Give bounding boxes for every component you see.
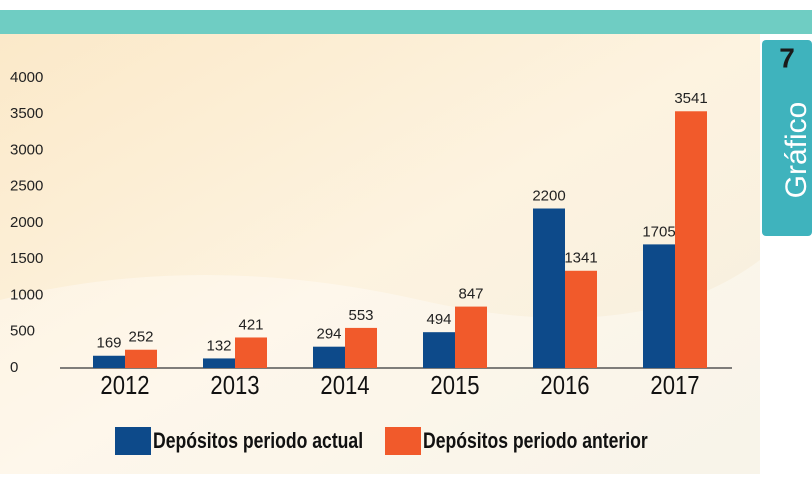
value-label: 252: [128, 329, 153, 346]
x-tick-label: 2015: [430, 371, 479, 400]
value-label: 169: [96, 335, 121, 352]
y-tick-label: 1000: [10, 286, 43, 303]
value-label: 3541: [674, 90, 707, 107]
bar: [93, 356, 125, 368]
value-label: 553: [348, 307, 373, 324]
y-tick-label: 2500: [10, 178, 43, 195]
bar: [313, 347, 345, 368]
x-tick-label: 2012: [100, 371, 149, 400]
bar: [345, 328, 377, 368]
legend-swatch: [115, 427, 151, 455]
y-tick-label: 2000: [10, 214, 43, 231]
y-tick-label: 3000: [10, 141, 43, 158]
y-tick-label: 1500: [10, 250, 43, 267]
y-tick-label: 3500: [10, 105, 43, 122]
bar: [203, 358, 235, 368]
value-label: 1705: [642, 223, 675, 240]
bar: [125, 350, 157, 368]
y-tick-label: 500: [10, 323, 35, 340]
y-tick-label: 4000: [10, 69, 43, 86]
legend-label: Depósitos periodo anterior: [423, 429, 648, 453]
bar: [455, 307, 487, 368]
legend-label: Depósitos periodo actual: [153, 429, 363, 453]
x-tick-label: 2014: [320, 371, 369, 400]
value-label: 2200: [532, 187, 565, 204]
bar: [423, 332, 455, 368]
value-label: 494: [426, 311, 451, 328]
bar: [235, 337, 267, 368]
value-label: 132: [206, 337, 231, 354]
value-label: 847: [458, 286, 483, 303]
chart: 7 Gráfico 0 500 1000 1500 2000 2500 3000 3500 40…: [0, 0, 812, 499]
x-tick-label: 2016: [540, 371, 589, 400]
bar: [643, 244, 675, 368]
bar: [565, 271, 597, 368]
badge-number: 7: [779, 42, 795, 73]
value-label: 421: [238, 316, 263, 333]
x-tick-label: 2017: [650, 371, 699, 400]
legend-swatch: [385, 427, 421, 455]
bar: [533, 209, 565, 369]
badge-label: Gráfico: [780, 102, 812, 199]
y-tick-label: 0: [10, 359, 18, 376]
bar: [675, 111, 707, 368]
value-label: 1341: [564, 250, 597, 267]
value-label: 294: [316, 326, 341, 343]
top-band: [0, 10, 812, 34]
x-tick-label: 2013: [210, 371, 259, 400]
